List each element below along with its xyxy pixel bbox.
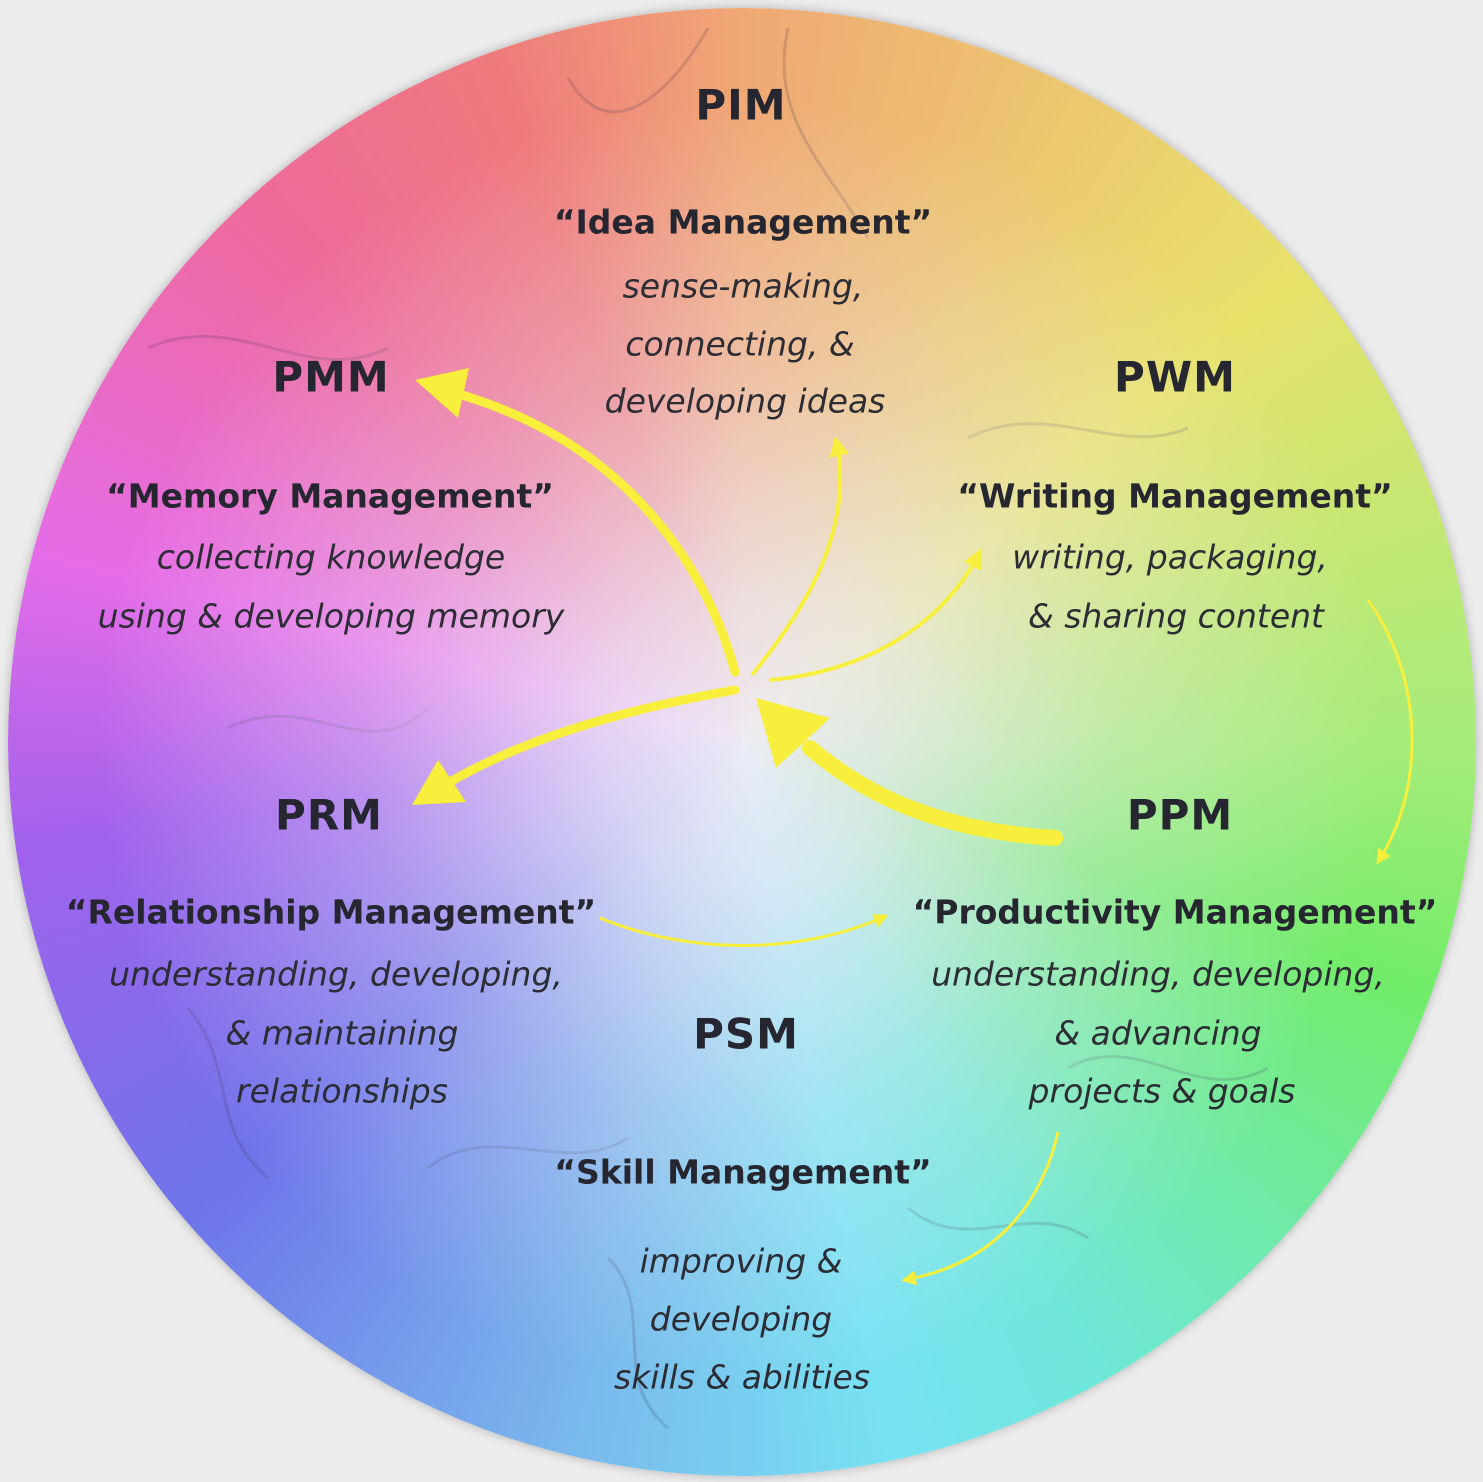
- ppm-desc-line: understanding, developing,: [931, 954, 1385, 994]
- center-glow: [8, 8, 1476, 1476]
- prm-desc-line: relationships: [236, 1071, 448, 1111]
- pwm-desc-line: & sharing content: [1028, 596, 1324, 636]
- prm-title: “Relationship Management”: [65, 892, 597, 932]
- prm-desc-line: understanding, developing,: [109, 954, 563, 994]
- psm-desc-line: developing: [649, 1299, 833, 1339]
- color-wheel: [8, 8, 1476, 1476]
- pwm-title: “Writing Management”: [957, 476, 1393, 516]
- pim-desc-line: developing ideas: [604, 381, 886, 421]
- psm-desc-line: improving &: [639, 1241, 843, 1281]
- pmm-title: “Memory Management”: [106, 476, 554, 516]
- pim-desc-line: connecting, &: [625, 324, 855, 364]
- ppm-desc-line: & advancing: [1054, 1013, 1262, 1053]
- pmm-desc-line: using & developing memory: [97, 596, 565, 636]
- psm-title: “Skill Management”: [554, 1152, 932, 1192]
- ppm-desc-line: projects & goals: [1028, 1071, 1296, 1111]
- pwm-acronym: PWM: [1114, 352, 1236, 402]
- pmm-acronym: PMM: [272, 352, 390, 402]
- prm-acronym: PRM: [275, 790, 383, 840]
- psm-acronym: PSM: [693, 1009, 799, 1059]
- ppm-title: “Productivity Management”: [912, 892, 1438, 932]
- pmm-desc-line: collecting knowledge: [156, 537, 506, 577]
- pwm-desc-line: writing, packaging,: [1012, 537, 1328, 577]
- psm-desc-line: skills & abilities: [614, 1357, 870, 1397]
- pim-desc-line: sense-making,: [622, 266, 864, 306]
- prm-desc-line: & maintaining: [225, 1013, 459, 1053]
- ppm-acronym: PPM: [1126, 790, 1234, 840]
- pim-acronym: PIM: [695, 80, 787, 130]
- pim-title: “Idea Management”: [553, 202, 933, 242]
